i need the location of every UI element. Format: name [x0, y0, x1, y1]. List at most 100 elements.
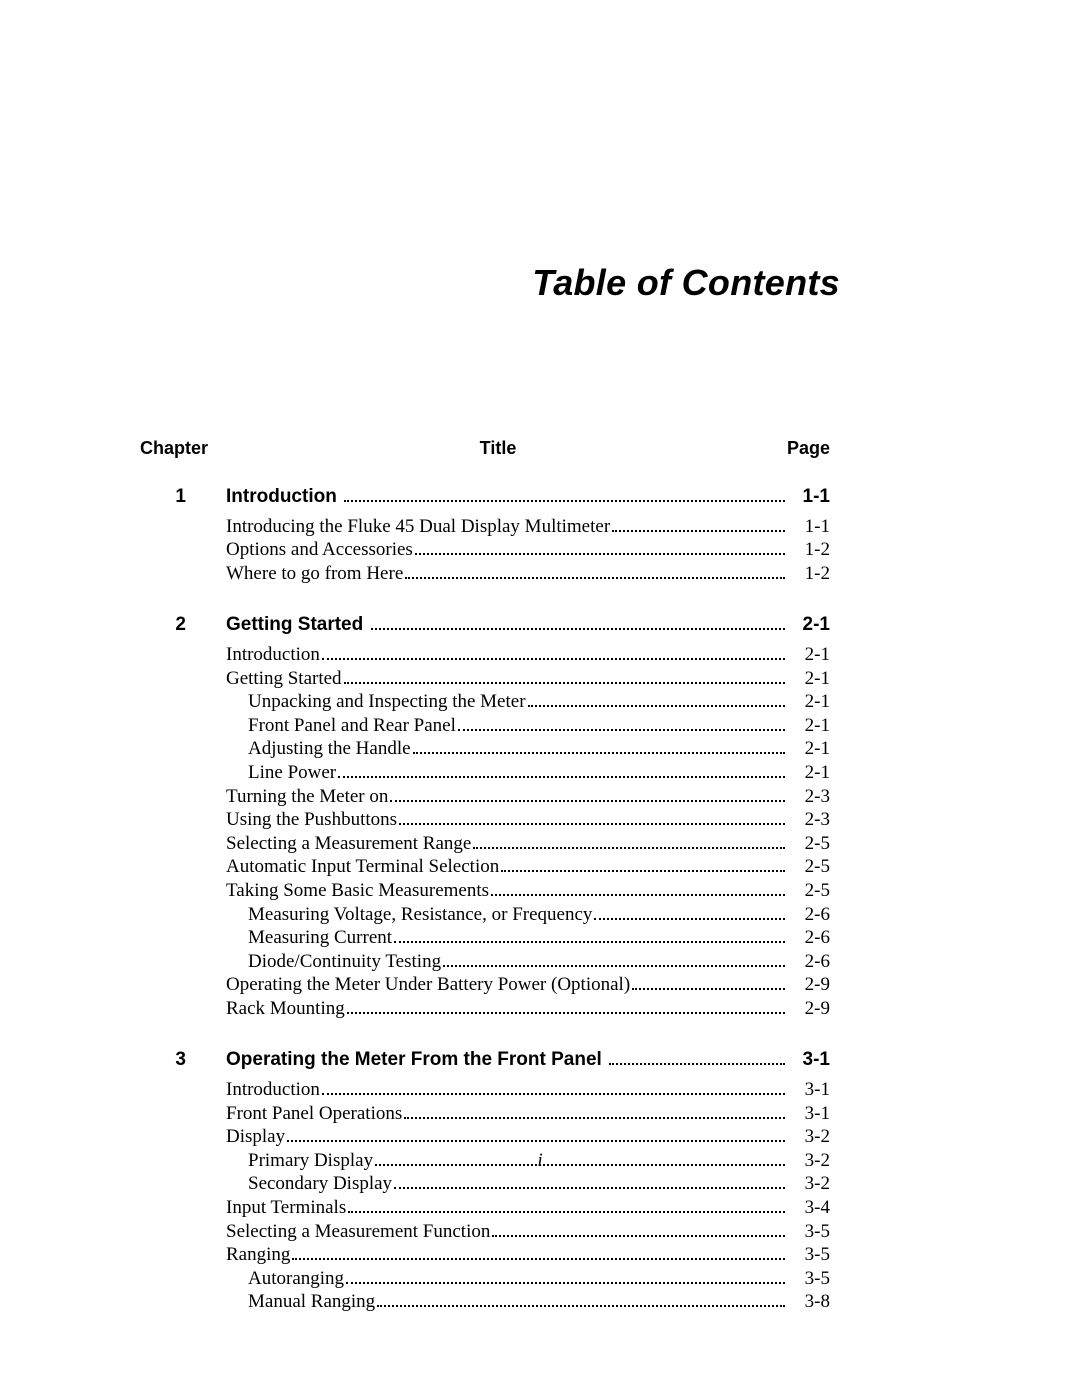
- entry-title: Introducing the Fluke 45 Dual Display Mu…: [226, 515, 610, 539]
- toc-entry: Getting Started 2-1: [140, 667, 830, 691]
- chapter-block: 2Getting Started 2-1Introduction2-1Getti…: [140, 613, 830, 1020]
- leader-dots: [377, 1305, 785, 1307]
- toc-entry: Automatic Input Terminal Selection2-5: [140, 855, 830, 879]
- entry-title: Automatic Input Terminal Selection: [226, 855, 499, 879]
- toc-entry: Diode/Continuity Testing2-6: [140, 950, 830, 974]
- entry-body: Measuring Voltage, Resistance, or Freque…: [226, 903, 830, 927]
- toc-body: 1Introduction 1-1Introducing the Fluke 4…: [140, 485, 830, 1314]
- entry-page: 3-2: [788, 1125, 830, 1149]
- entry-body: Adjusting the Handle2-1: [226, 737, 830, 761]
- leader-dots: [346, 1282, 785, 1284]
- toc-entry: Unpacking and Inspecting the Meter2-1: [140, 690, 830, 714]
- leader-dots: [612, 530, 785, 532]
- toc-entry: Introduction 3-1: [140, 1078, 830, 1102]
- chapter-row: 2Getting Started 2-1: [140, 613, 830, 637]
- entry-page: 3-5: [788, 1267, 830, 1291]
- entry-body: Introducing the Fluke 45 Dual Display Mu…: [226, 515, 830, 539]
- entry-body: Turning the Meter on2-3: [226, 785, 830, 809]
- entry-page: 3-1: [788, 1102, 830, 1126]
- toc-entry: Where to go from Here1-2: [140, 562, 830, 586]
- entry-title: Secondary Display: [226, 1172, 392, 1196]
- entry-body: Operating the Meter Under Battery Power …: [226, 973, 830, 997]
- entry-body: Front Panel Operations 3-1: [226, 1102, 830, 1126]
- entry-title: Getting Started: [226, 667, 342, 691]
- entry-title: Input Terminals: [226, 1196, 346, 1220]
- entry-page: 2-5: [788, 832, 830, 856]
- entry-body: Taking Some Basic Measurements 2-5: [226, 879, 830, 903]
- chapter-block: 3Operating the Meter From the Front Pane…: [140, 1048, 830, 1314]
- page-title: Table of Contents: [532, 262, 840, 304]
- entry-title: Taking Some Basic Measurements: [226, 879, 489, 903]
- toc-entry: Rack Mounting2-9: [140, 997, 830, 1021]
- leader-dots: [443, 965, 785, 967]
- entry-page: 2-1: [788, 737, 830, 761]
- leader-dots: [322, 658, 785, 660]
- leader-dots: [491, 894, 785, 896]
- entry-page: 2-5: [788, 879, 830, 903]
- chapter-page: 2-1: [788, 613, 830, 637]
- entry-title: Manual Ranging: [226, 1290, 375, 1314]
- entry-page: 2-3: [788, 785, 830, 809]
- entry-body: Ranging3-5: [226, 1243, 830, 1267]
- leader-dots: [458, 729, 785, 731]
- toc-entry: Measuring Current2-6: [140, 926, 830, 950]
- toc: Chapter Title Page 1Introduction 1-1Intr…: [140, 438, 830, 1342]
- entry-title: Where to go from Here: [226, 562, 403, 586]
- leader-dots: [632, 988, 785, 990]
- entry-title: Operating the Meter Under Battery Power …: [226, 973, 630, 997]
- page: Table of Contents Chapter Title Page 1In…: [0, 0, 1080, 1397]
- leader-dots: [292, 1258, 785, 1260]
- entry-title: Selecting a Measurement Range: [226, 832, 471, 856]
- entry-page: 2-6: [788, 903, 830, 927]
- entry-title: Display: [226, 1125, 285, 1149]
- leader-dots: [344, 682, 785, 684]
- header-title: Title: [226, 438, 770, 459]
- header-page: Page: [770, 438, 830, 459]
- entry-page: 3-1: [788, 1078, 830, 1102]
- toc-entry: Front Panel and Rear Panel2-1: [140, 714, 830, 738]
- entry-page: 2-1: [788, 643, 830, 667]
- entry-page: 2-6: [788, 950, 830, 974]
- entry-page: 2-1: [788, 667, 830, 691]
- chapter-number: 1: [140, 486, 226, 508]
- entry-title: Selecting a Measurement Function: [226, 1220, 490, 1244]
- toc-entry: Adjusting the Handle2-1: [140, 737, 830, 761]
- toc-entry: Measuring Voltage, Resistance, or Freque…: [140, 903, 830, 927]
- entry-body: Secondary Display3-2: [226, 1172, 830, 1196]
- title-block: Table of Contents: [532, 262, 840, 304]
- entry-page: 3-4: [788, 1196, 830, 1220]
- entry-body: Input Terminals 3-4: [226, 1196, 830, 1220]
- leader-dots: [594, 918, 785, 920]
- toc-entry: Display 3-2: [140, 1125, 830, 1149]
- chapter-block: 1Introduction 1-1Introducing the Fluke 4…: [140, 485, 830, 585]
- entry-body: Line Power2-1: [226, 761, 830, 785]
- leader-dots: [528, 705, 785, 707]
- toc-entry: Selecting a Measurement Function3-5: [140, 1220, 830, 1244]
- entry-title: Unpacking and Inspecting the Meter: [226, 690, 526, 714]
- leader-dots: [609, 1063, 785, 1065]
- toc-entry: Options and Accessories1-2: [140, 538, 830, 562]
- entry-title: Front Panel Operations: [226, 1102, 402, 1126]
- leader-dots: [322, 1093, 785, 1095]
- entry-body: Autoranging3-5: [226, 1267, 830, 1291]
- toc-entry: Autoranging3-5: [140, 1267, 830, 1291]
- entry-body: Rack Mounting2-9: [226, 997, 830, 1021]
- toc-entry: Introduction2-1: [140, 643, 830, 667]
- entry-body: Automatic Input Terminal Selection2-5: [226, 855, 830, 879]
- leader-dots: [338, 776, 785, 778]
- toc-entry: Operating the Meter Under Battery Power …: [140, 973, 830, 997]
- chapter-body: Operating the Meter From the Front Panel…: [226, 1048, 830, 1072]
- leader-dots: [371, 628, 785, 630]
- footer-page-number: i: [0, 1150, 1080, 1172]
- entry-page: 2-9: [788, 973, 830, 997]
- entry-title: Introduction: [226, 1078, 320, 1102]
- entry-page: 2-1: [788, 714, 830, 738]
- entry-body: Diode/Continuity Testing2-6: [226, 950, 830, 974]
- leader-dots: [348, 1211, 785, 1213]
- toc-entry: Manual Ranging3-8: [140, 1290, 830, 1314]
- leader-dots: [394, 941, 785, 943]
- chapter-title: Getting Started: [226, 613, 369, 637]
- entry-body: Unpacking and Inspecting the Meter2-1: [226, 690, 830, 714]
- entry-title: Measuring Current: [226, 926, 392, 950]
- entry-body: Using the Pushbuttons2-3: [226, 808, 830, 832]
